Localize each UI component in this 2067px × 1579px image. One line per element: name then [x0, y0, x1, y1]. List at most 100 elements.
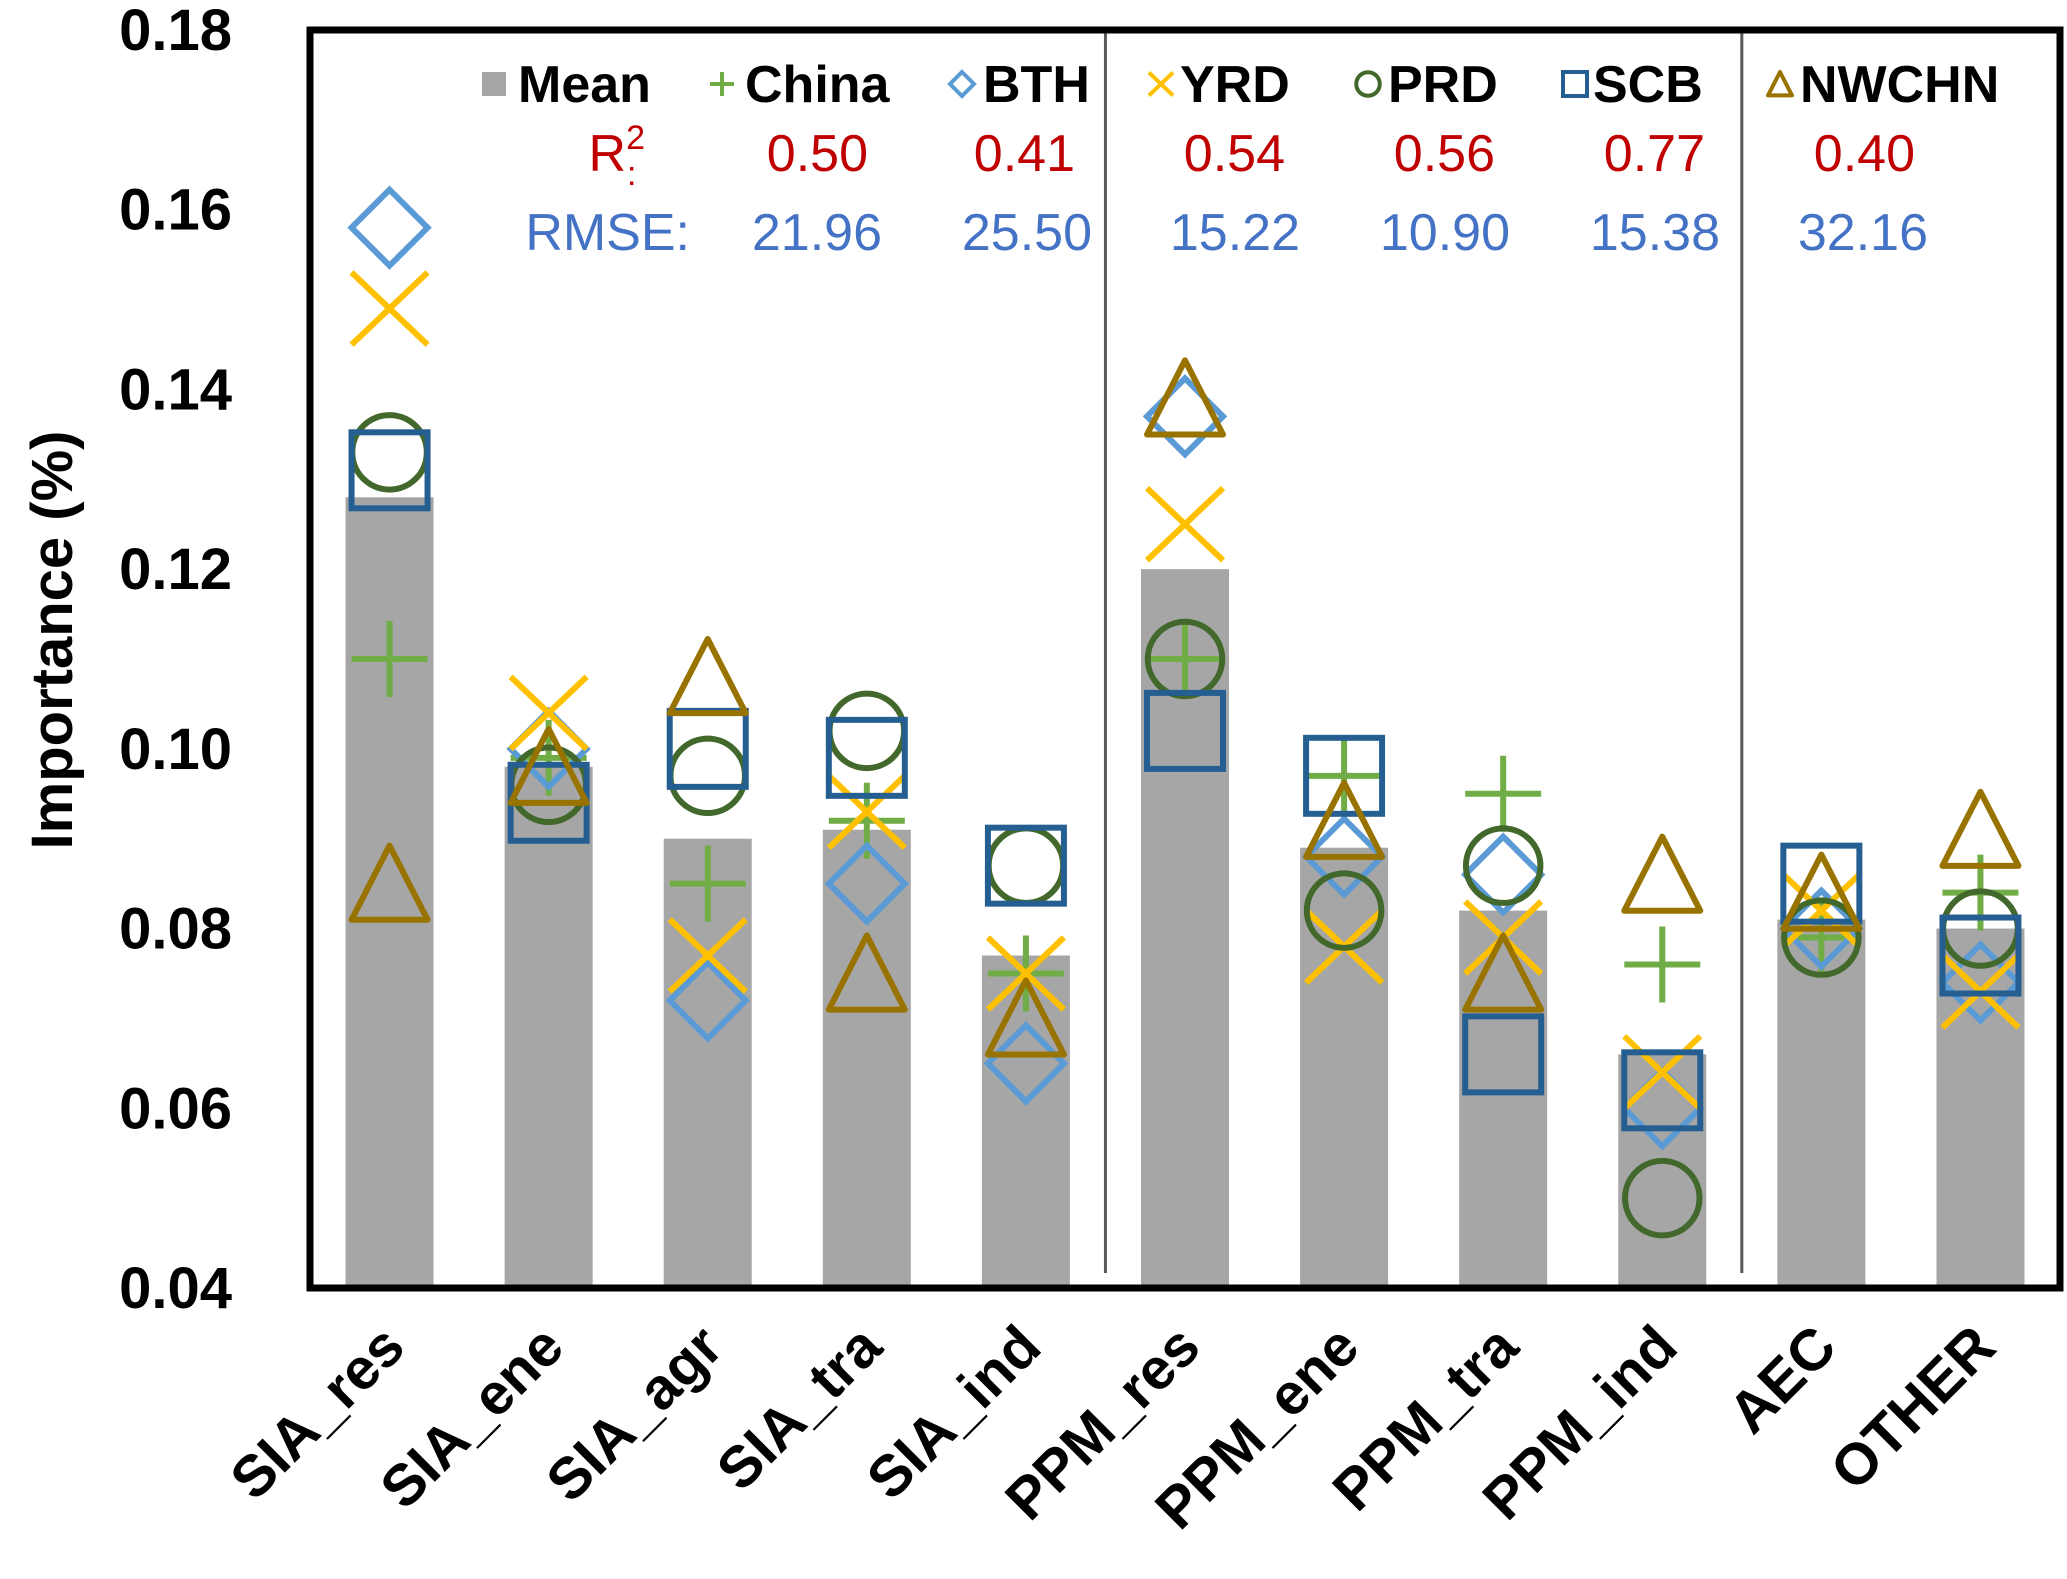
- scb-marker-ppm-tra: [1462, 1013, 1545, 1096]
- prd-marker-ppm-tra: [1462, 825, 1544, 906]
- rmse-value-scb: 15.38: [1590, 204, 1720, 262]
- x-tick-label: AEC: [1716, 1313, 1849, 1446]
- y-tick-label: 0.10: [119, 717, 232, 782]
- legend-item-scb: SCB: [1561, 56, 1703, 114]
- legend-label: Mean: [518, 56, 651, 114]
- legend-item-yrd: YRD: [1147, 56, 1290, 114]
- yrd-marker-sia-agr: [667, 917, 748, 994]
- legend-marker-china: [710, 72, 734, 96]
- bth-marker-sia-tra: [824, 841, 910, 926]
- stats-table: R2: RMSE: 0.50 21.96 0.41 25.50 0.54 15.22 0.56 1…: [525, 119, 1928, 262]
- legend-item-china: China: [710, 56, 891, 114]
- legend-marker-bth: [947, 69, 977, 99]
- x-axis-labels: SIA_resSIA_eneSIA_agrSIA_traSIA_indPPM_r…: [218, 1313, 2008, 1542]
- prd-marker-ppm-ene: [1303, 870, 1385, 951]
- prd-marker-sia-tra: [826, 690, 908, 772]
- yrd-marker-ppm-ind: [1622, 1034, 1703, 1111]
- bth-marker-ppm-tra: [1460, 832, 1546, 917]
- nwchn-marker-ppm-res: [1144, 357, 1226, 438]
- prd-marker-sia-ind: [985, 825, 1067, 906]
- china-marker-ppm-res: [1147, 621, 1223, 697]
- y-tick-label: 0.12: [119, 537, 232, 602]
- nwchn-marker-sia-tra: [825, 932, 908, 1013]
- nwchn-marker-sia-res: [348, 842, 431, 923]
- y-axis-ticks: 0.04 0.06 0.08 0.10 0.12 0.14 0.16 0.18: [119, 0, 232, 1321]
- bth-marker-sia-agr: [665, 958, 750, 1043]
- yrd-marker-sia-res: [349, 270, 430, 347]
- r2-value-scb: 0.77: [1604, 125, 1705, 183]
- x-tick-label: OTHER: [1818, 1313, 2008, 1503]
- y-tick-label: 0.14: [119, 357, 232, 422]
- r2-value-nwchn: 0.40: [1814, 125, 1915, 183]
- rmse-value-bth: 25.50: [962, 204, 1092, 262]
- r2-value-bth: 0.41: [974, 125, 1075, 183]
- rmse-value-nwchn: 32.16: [1798, 204, 1928, 262]
- scb-marker-other: [1939, 914, 2022, 997]
- nwchn-marker-ppm-tra: [1462, 932, 1545, 1013]
- legend-marker-scb: [1561, 70, 1589, 98]
- mean-bar-ppm-tra: [1459, 910, 1548, 1288]
- plot-frame: [306, 26, 2064, 1292]
- mean-bar-sia-res: [345, 497, 434, 1288]
- scb-marker-sia-ind: [984, 824, 1067, 907]
- legend-swatch-mean: [482, 72, 506, 96]
- yrd-marker-ppm-res: [1144, 485, 1226, 563]
- mean-bar-aec: [1777, 919, 1866, 1288]
- rmse-value-china: 21.96: [752, 204, 882, 262]
- yrd-marker-sia-tra: [826, 773, 907, 851]
- bth-marker-sia-ind: [983, 1021, 1069, 1106]
- prd-marker-aec: [1781, 897, 1862, 978]
- scb-marker-sia-tra: [825, 716, 908, 799]
- mean-bar-sia-tra: [822, 829, 911, 1288]
- group-separators: [1103, 30, 1744, 1273]
- bth-marker-sia-res: [347, 185, 432, 270]
- y-tick-label: 0.16: [119, 178, 232, 243]
- legend-item-prd: PRD: [1354, 56, 1498, 114]
- scb-marker-ppm-ind: [1621, 1049, 1704, 1132]
- prd-marker-ppm-ind: [1622, 1157, 1703, 1239]
- legend-label: SCB: [1593, 56, 1703, 114]
- scb-marker-aec: [1780, 842, 1863, 925]
- legend-item-nwchn: NWCHN: [1766, 56, 1999, 114]
- prd-marker-ppm-res: [1144, 618, 1226, 700]
- legend-label: PRD: [1388, 56, 1498, 114]
- china-marker-ppm-ind: [1624, 926, 1701, 1003]
- nwchn-marker-sia-ind: [984, 977, 1067, 1058]
- china-marker-sia-agr: [669, 845, 746, 922]
- markers-layer: [347, 185, 2023, 1239]
- r2-label: R2:: [589, 119, 645, 193]
- r2-value-yrd: 0.54: [1184, 125, 1285, 183]
- legend-marker-nwchn: [1766, 70, 1794, 98]
- scb-marker-ppm-res: [1144, 689, 1226, 772]
- yrd-marker-aec: [1781, 872, 1862, 949]
- prd-marker-sia-res: [349, 412, 430, 493]
- scb-marker-ppm-ene: [1303, 734, 1386, 817]
- mean-bar-ppm-ind: [1618, 1054, 1707, 1288]
- prd-marker-sia-agr: [667, 735, 748, 817]
- rmse-label: RMSE:: [525, 204, 690, 262]
- china-marker-ppm-ene: [1306, 737, 1383, 814]
- mean-bar-sia-ene: [504, 766, 593, 1288]
- legend-label: YRD: [1180, 56, 1290, 114]
- rmse-value-prd: 10.90: [1380, 204, 1510, 262]
- bars-layer: [345, 497, 2025, 1288]
- legend-label: NWCHN: [1800, 56, 1999, 114]
- x-tick-label: SIA_agr: [534, 1313, 735, 1514]
- yrd-marker-sia-ind: [985, 935, 1066, 1012]
- r2-value-prd: 0.56: [1394, 125, 1495, 183]
- scb-marker-sia-res: [348, 429, 431, 512]
- yrd-marker-sia-ene: [508, 674, 589, 752]
- bth-marker-ppm-ene: [1301, 814, 1387, 899]
- nwchn-marker-aec: [1780, 851, 1863, 932]
- nwchn-marker-ppm-ind: [1621, 833, 1704, 914]
- legend: Mean China BTH YRD PRD SCB NWCHN: [482, 56, 1999, 114]
- mean-bar-other: [1936, 928, 2025, 1288]
- legend-label: China: [745, 56, 891, 114]
- y-tick-label: 0.06: [119, 1076, 232, 1141]
- nwchn-marker-sia-ene: [507, 725, 590, 806]
- nwchn-marker-other: [1939, 788, 2022, 869]
- china-marker-ppm-tra: [1465, 755, 1542, 832]
- y-tick-label: 0.18: [119, 0, 232, 63]
- bth-marker-aec: [1779, 886, 1864, 971]
